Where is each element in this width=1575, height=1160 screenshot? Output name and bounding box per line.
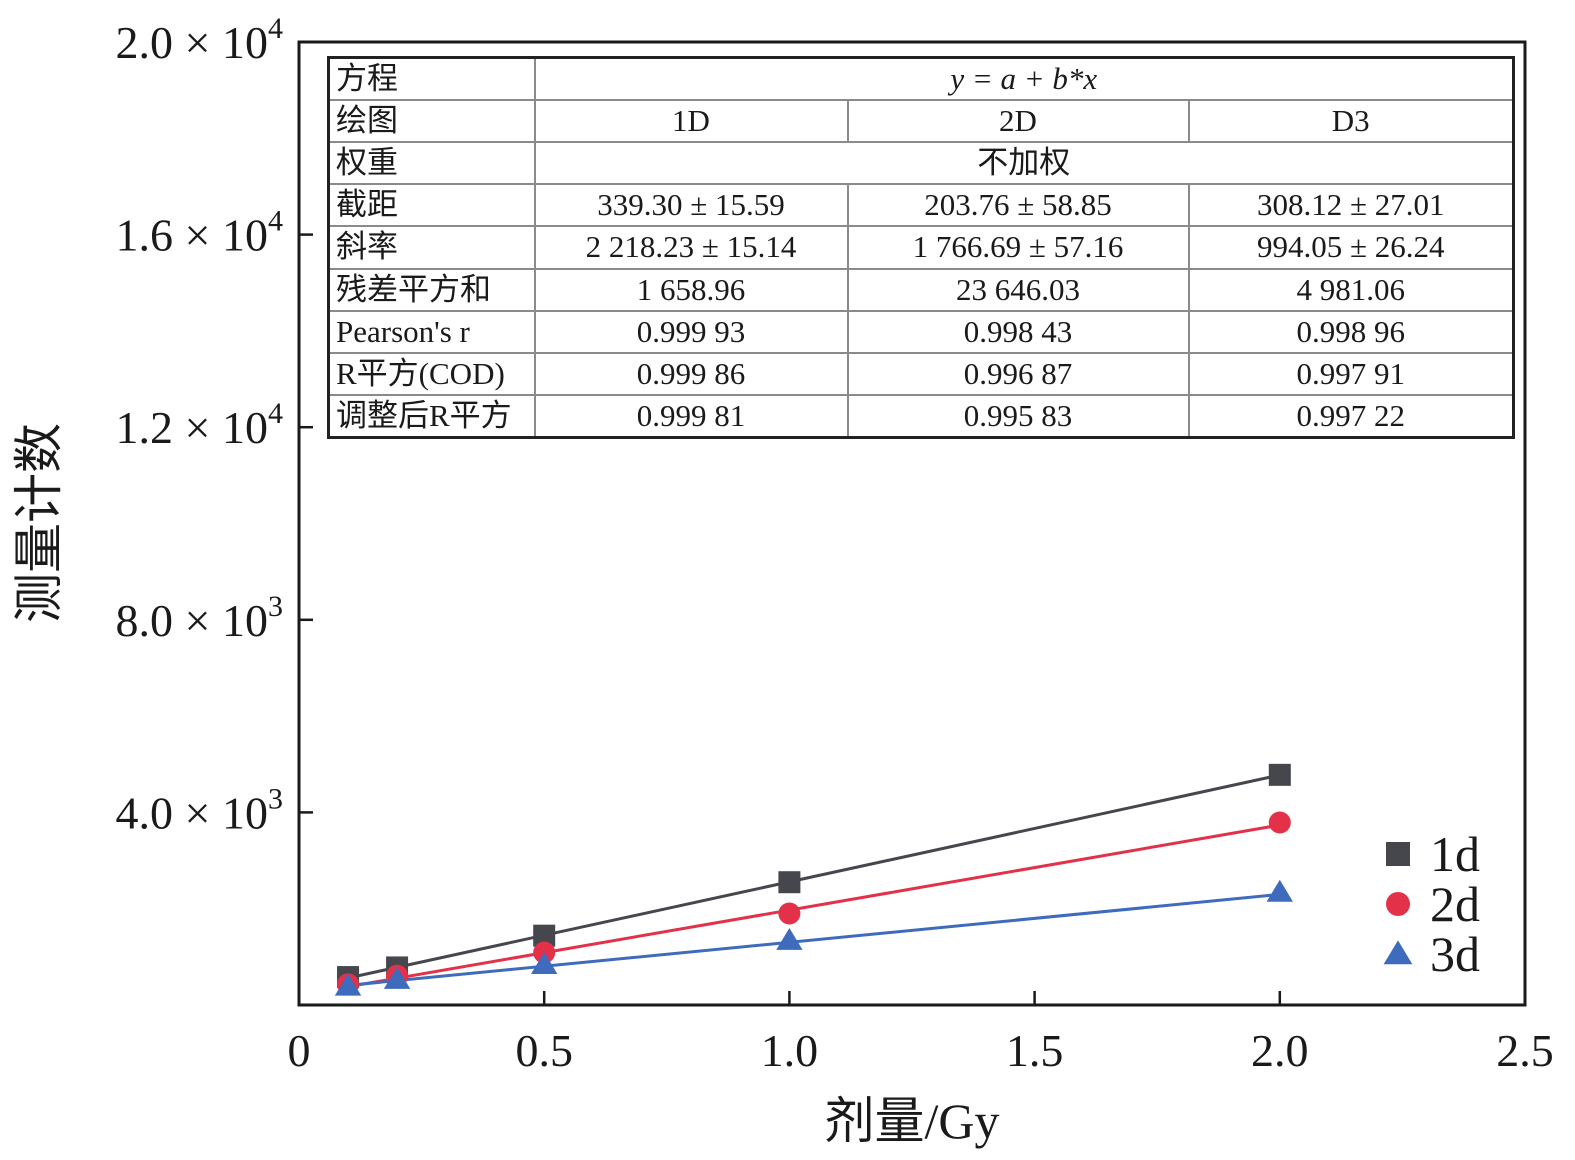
table-cell: 1 658.96 xyxy=(533,267,849,312)
weight-value: 不加权 xyxy=(533,141,1515,186)
data-points xyxy=(334,763,1293,996)
row-label: 调整后R平方 xyxy=(327,393,536,439)
x-axis-title: 剂量/Gy xyxy=(825,1093,1000,1149)
row-label: 截距 xyxy=(327,183,536,228)
y-tick-label: 1.6 × 104 xyxy=(116,205,283,261)
plot-frame xyxy=(297,40,1527,1007)
table-row-pearson: Pearson's r 0.999 93 0.998 43 0.998 96 xyxy=(327,309,1515,354)
table-cell: 0.999 81 xyxy=(533,393,849,439)
table-cell: 4 981.06 xyxy=(1187,267,1515,312)
table-row-plot: 绘图 1D 2D D3 xyxy=(327,99,1515,144)
data-point-3d xyxy=(334,973,362,996)
y-tick-label: 2.0 × 104 xyxy=(116,12,283,68)
table-row-adj-r-squared: 调整后R平方 0.999 81 0.995 83 0.997 22 xyxy=(327,393,1515,439)
table-cell: 994.05 ± 26.24 xyxy=(1187,225,1515,270)
table-row-weight: 权重 不加权 xyxy=(327,141,1515,186)
data-point-1d xyxy=(778,871,801,894)
table-cell: 203.76 ± 58.85 xyxy=(846,183,1190,228)
data-point-3d xyxy=(531,952,558,974)
data-point-1d xyxy=(1268,763,1291,786)
x-tick-label: 2.5 xyxy=(1496,1025,1554,1076)
legend-label-3d: 3d xyxy=(1430,926,1480,982)
row-label: 残差平方和 xyxy=(327,267,536,312)
legend-marker-2d xyxy=(1386,892,1410,916)
data-point-3d xyxy=(1266,879,1293,902)
legend-marker-3d xyxy=(1383,940,1413,965)
table-row-intercept: 截距 339.30 ± 15.59 203.76 ± 58.85 308.12 … xyxy=(327,183,1515,228)
data-point-1d xyxy=(533,924,556,947)
row-label-plot: 绘图 xyxy=(327,99,536,144)
y-tick-exponent: 4 xyxy=(268,205,283,238)
plot-name-3: D3 xyxy=(1187,99,1515,144)
data-point-2d xyxy=(778,902,801,925)
y-tick-exponent: 3 xyxy=(268,782,283,815)
table-cell: 0.999 93 xyxy=(533,309,849,354)
y-tick-mantissa: 8.0 × 10 xyxy=(116,595,268,646)
y-tick-mantissa: 1.2 × 10 xyxy=(116,402,268,453)
y-tick-mantissa: 1.6 × 10 xyxy=(116,210,268,261)
fit-line-3d xyxy=(347,892,1280,987)
y-tick-mantissa: 4.0 × 10 xyxy=(116,787,268,838)
fit-line-1d xyxy=(347,773,1281,980)
row-label: R平方(COD) xyxy=(327,351,536,396)
row-label-equation: 方程 xyxy=(327,57,536,102)
x-tick-label: 1.0 xyxy=(761,1025,819,1076)
legend-label-2d: 2d xyxy=(1430,876,1480,932)
legend-label-1d: 1d xyxy=(1430,826,1480,882)
table-cell: 0.999 86 xyxy=(533,351,849,396)
table-cell: 0.998 96 xyxy=(1187,309,1515,354)
legend-marker-1d xyxy=(1386,842,1410,866)
y-tick-exponent: 4 xyxy=(268,12,283,45)
table-row-rss: 残差平方和 1 658.96 23 646.03 4 981.06 xyxy=(327,267,1515,312)
table-cell: 0.997 22 xyxy=(1187,393,1515,439)
table-row-equation: 方程 y = a + b*x xyxy=(327,57,1515,102)
y-axis-title: 测量计数 xyxy=(11,423,67,623)
y-tick-label: 1.2 × 104 xyxy=(116,397,283,453)
fit-line-2d xyxy=(347,823,1281,989)
x-tick-label: 2.0 xyxy=(1251,1025,1309,1076)
table-cell: 23 646.03 xyxy=(846,267,1190,312)
y-tick-label: 8.0 × 103 xyxy=(116,590,283,646)
table-row-slope: 斜率 2 218.23 ± 15.14 1 766.69 ± 57.16 994… xyxy=(327,225,1515,270)
x-tick-label: 1.5 xyxy=(1006,1025,1064,1076)
plot-name-2: 2D xyxy=(846,99,1190,144)
row-label-weight: 权重 xyxy=(327,141,536,186)
row-label: 斜率 xyxy=(327,225,536,270)
table-cell: 0.998 43 xyxy=(846,309,1190,354)
plot-name-1: 1D xyxy=(533,99,849,144)
table-cell: 0.995 83 xyxy=(846,393,1190,439)
table-cell: 339.30 ± 15.59 xyxy=(533,183,849,228)
fit-lines xyxy=(347,773,1281,989)
y-tick-mantissa: 2.0 × 10 xyxy=(116,17,268,68)
table-cell: 308.12 ± 27.01 xyxy=(1187,183,1515,228)
y-tick-label: 4.0 × 103 xyxy=(116,782,283,838)
table-cell: 1 766.69 ± 57.16 xyxy=(846,225,1190,270)
table-cell: 0.997 91 xyxy=(1187,351,1515,396)
x-axis: 0 0.5 1.0 1.5 2.0 2.5 xyxy=(288,991,1554,1076)
data-point-3d xyxy=(383,966,411,989)
y-tick-exponent: 4 xyxy=(268,397,283,430)
equation-value: y = a + b*x xyxy=(533,57,1515,102)
table-row-r-squared: R平方(COD) 0.999 86 0.996 87 0.997 91 xyxy=(327,351,1515,396)
data-point-3d xyxy=(776,927,803,950)
table-cell: 0.996 87 xyxy=(846,351,1190,396)
data-point-2d xyxy=(1268,811,1291,834)
x-tick-label: 0.5 xyxy=(515,1025,573,1076)
row-label: Pearson's r xyxy=(327,309,536,354)
fit-results-table: 方程 y = a + b*x 绘图 1D 2D D3 权重 不加权 截距 339… xyxy=(327,56,1515,439)
table-cell: 2 218.23 ± 15.14 xyxy=(533,225,849,270)
y-tick-exponent: 3 xyxy=(268,590,283,623)
x-tick-label: 0 xyxy=(288,1025,311,1076)
